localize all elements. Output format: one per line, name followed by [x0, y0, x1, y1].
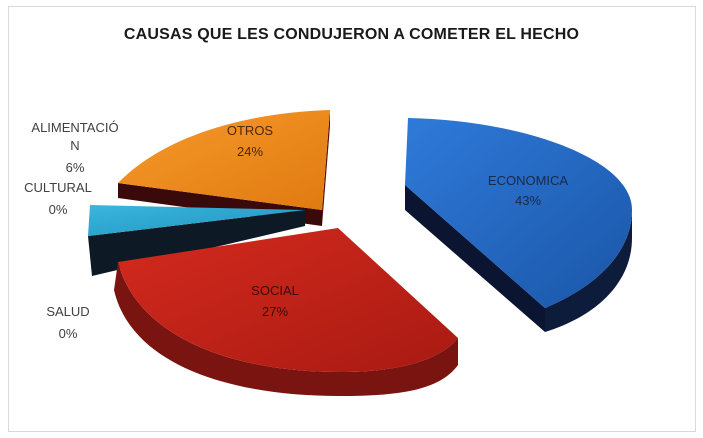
label-cultural-value: 0% [49, 202, 68, 217]
label-alimentacion-name-1: ALIMENTACIÓ [31, 120, 118, 135]
label-alimentacion-value: 6% [66, 160, 85, 175]
label-otros-value: 24% [237, 144, 263, 159]
pie-slice-social [114, 228, 458, 396]
label-social-value: 27% [262, 304, 288, 319]
label-cultural-name: CULTURAL [24, 180, 92, 195]
chart-title: CAUSAS QUE LES CONDUJERON A COMETER EL H… [123, 26, 580, 43]
label-social-name: SOCIAL [251, 283, 299, 298]
label-otros-name: OTROS [227, 123, 274, 138]
label-salud-value: 0% [59, 326, 78, 341]
label-economica-name: ECONOMICA [488, 173, 569, 188]
pie-slice-economica [405, 118, 632, 332]
chart-frame [8, 6, 696, 432]
label-salud-name: SALUD [46, 304, 89, 319]
label-economica-value: 43% [515, 193, 541, 208]
label-alimentacion-name-2: N [70, 138, 79, 153]
